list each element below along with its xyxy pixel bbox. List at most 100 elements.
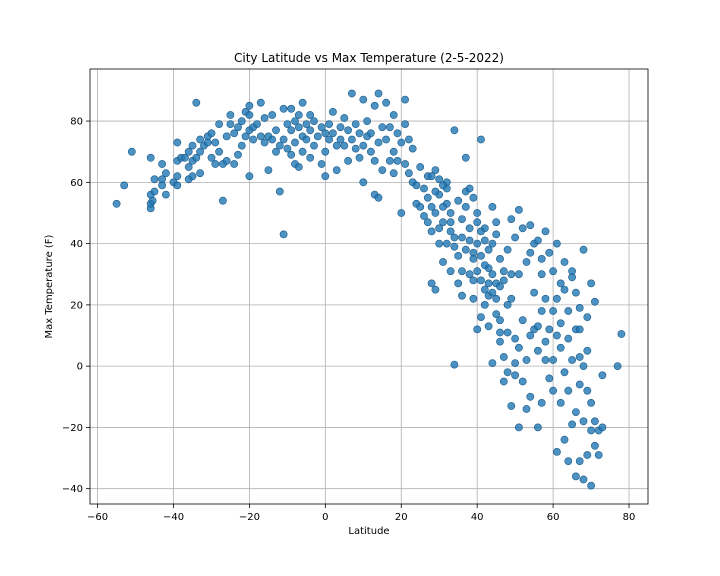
data-point: [579, 417, 588, 426]
data-point: [461, 153, 470, 162]
data-point: [534, 423, 542, 432]
data-point: [587, 481, 595, 490]
data-point: [575, 303, 584, 312]
data-point: [382, 135, 390, 144]
data-point: [256, 132, 265, 141]
data-point: [264, 166, 273, 174]
data-point: [423, 218, 432, 227]
data-point: [294, 111, 303, 119]
data-point: [598, 371, 607, 380]
data-point: [507, 402, 516, 410]
data-point: [351, 120, 360, 128]
data-point: [587, 279, 595, 288]
data-point: [556, 398, 565, 407]
data-point: [230, 129, 239, 138]
data-point: [598, 423, 607, 432]
data-point: [511, 334, 519, 343]
data-point: [450, 242, 459, 251]
data-point: [613, 362, 622, 370]
data-point: [404, 135, 413, 144]
data-point: [518, 224, 527, 233]
data-point: [473, 267, 482, 276]
data-point: [173, 181, 182, 190]
data-point: [553, 239, 561, 248]
data-point: [511, 233, 519, 242]
data-point: [461, 202, 470, 211]
y-tick-label: 0: [77, 362, 83, 373]
data-point: [518, 316, 527, 325]
data-point: [515, 205, 523, 214]
data-point: [458, 291, 466, 300]
data-point: [196, 147, 204, 156]
data-point: [579, 475, 588, 484]
data-point: [488, 359, 497, 367]
data-point: [458, 267, 466, 276]
data-point: [207, 153, 216, 162]
data-point: [347, 135, 356, 144]
data-point: [184, 147, 193, 156]
data-point: [192, 98, 201, 107]
data-point: [370, 101, 379, 110]
data-point: [469, 276, 478, 285]
data-point: [215, 120, 223, 128]
data-point: [245, 101, 254, 110]
data-point: [469, 294, 478, 303]
data-point: [306, 111, 315, 119]
data-point: [553, 294, 561, 303]
data-point: [385, 156, 394, 165]
data-point: [492, 310, 501, 318]
data-point: [370, 156, 379, 165]
data-point: [575, 353, 584, 361]
data-point: [325, 135, 333, 144]
data-point: [587, 398, 595, 407]
data-point: [245, 111, 254, 119]
data-point: [427, 227, 436, 236]
data-point: [260, 138, 269, 147]
data-point: [480, 285, 489, 294]
data-point: [465, 224, 474, 233]
data-point: [389, 169, 398, 178]
data-point: [291, 117, 299, 125]
data-point: [484, 279, 493, 288]
data-point: [575, 457, 584, 465]
data-point: [488, 239, 497, 248]
x-tick-label: −40: [163, 512, 184, 523]
data-point: [545, 374, 554, 383]
data-point: [161, 169, 170, 178]
data-point: [188, 141, 197, 150]
data-point: [298, 98, 307, 107]
data-point: [579, 245, 588, 254]
data-point: [351, 144, 360, 153]
data-point: [294, 163, 303, 171]
data-point: [158, 175, 166, 184]
data-point: [515, 343, 523, 352]
data-point: [583, 313, 592, 321]
data-point: [560, 435, 569, 444]
data-point: [328, 129, 337, 138]
data-point: [450, 360, 459, 369]
data-point: [473, 209, 482, 217]
data-point: [568, 273, 576, 282]
data-point: [560, 285, 569, 294]
data-point: [158, 160, 166, 168]
data-point: [439, 218, 447, 227]
data-point: [591, 417, 599, 426]
y-tick-label: −20: [62, 423, 83, 434]
data-point: [480, 261, 489, 269]
data-point: [321, 147, 330, 156]
data-point: [568, 356, 576, 364]
data-point: [496, 282, 504, 291]
data-point: [313, 132, 322, 141]
data-point: [492, 218, 501, 227]
data-point: [522, 356, 531, 364]
data-point: [526, 392, 535, 401]
data-point: [572, 288, 580, 297]
data-point: [196, 169, 204, 178]
x-tick-label: 40: [471, 512, 484, 523]
data-point: [389, 111, 398, 119]
data-point: [427, 279, 436, 288]
axis-ticks: −60 −40 −20 0 20 40 60 80 −40 −20 0 20 40 60 80: [62, 117, 635, 523]
data-point: [207, 129, 216, 138]
